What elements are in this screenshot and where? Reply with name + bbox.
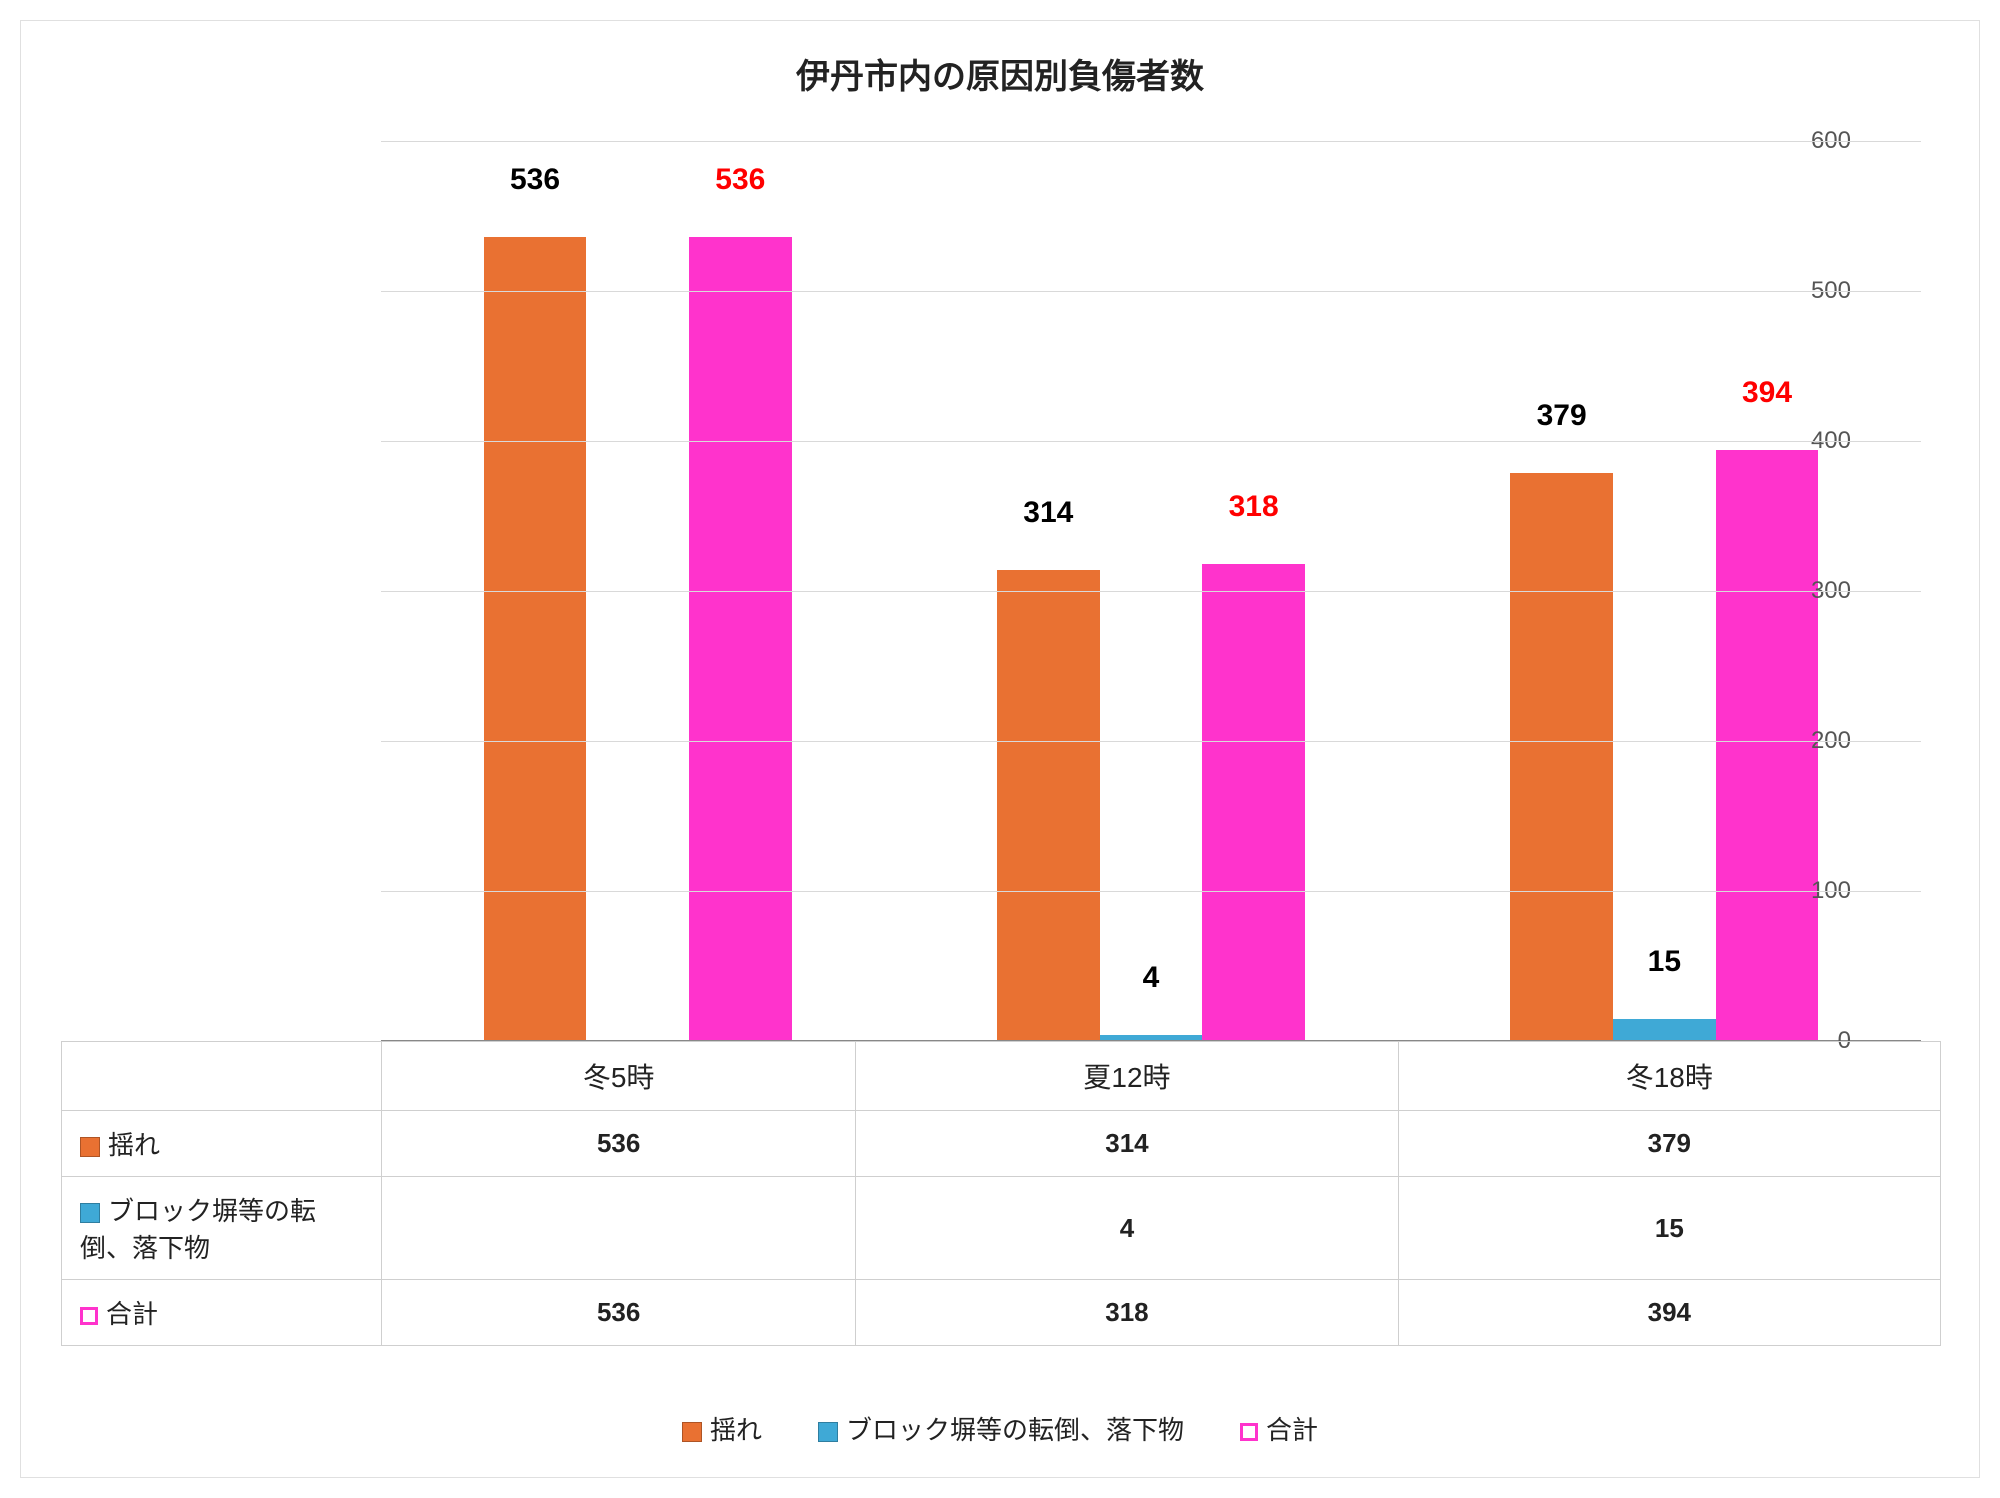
table-cell: 15 [1398, 1177, 1940, 1280]
table-row: 合計 536318394 [62, 1280, 1941, 1346]
gridline [381, 441, 1921, 442]
bar-value-label: 4 [1143, 961, 1160, 995]
table-cell: 536 [382, 1280, 856, 1346]
cat-header: 冬18時 [1398, 1042, 1940, 1111]
table-row: 揺れ 536314379 [62, 1111, 1941, 1177]
bar-value-label: 379 [1537, 399, 1587, 433]
table-cell: 4 [856, 1177, 1398, 1280]
table-corner-cell [62, 1042, 382, 1111]
data-table: 冬5時 夏12時 冬18時 揺れ536314379ブロック塀等の転倒、落下物41… [61, 1041, 1941, 1346]
table-cell: 536 [382, 1111, 856, 1177]
table-header-row: 冬5時 夏12時 冬18時 [62, 1042, 1941, 1111]
legend-item: ブロック塀等の転倒、落下物 [818, 1410, 1184, 1447]
legend: 揺れ ブロック塀等の転倒、落下物 合計 [21, 1410, 1979, 1447]
bar [484, 237, 587, 1041]
legend-label: ブロック塀等の転倒、落下物 [846, 1415, 1184, 1445]
bar-value-label: 15 [1648, 945, 1681, 979]
legend-item: 揺れ [682, 1410, 762, 1447]
gridline [381, 741, 1921, 742]
table-cell [382, 1177, 856, 1280]
bar [1716, 450, 1819, 1041]
plot-area: 536536314431837915394 010020030040050060… [381, 141, 1921, 1041]
series-row-header: ブロック塀等の転倒、落下物 [62, 1177, 382, 1280]
bar [1202, 564, 1305, 1041]
bar [997, 570, 1100, 1041]
cat-header: 夏12時 [856, 1042, 1398, 1111]
series-name: ブロック塀等の転倒、落下物 [80, 1196, 316, 1263]
legend-label: 合計 [1266, 1415, 1318, 1445]
gridline [381, 891, 1921, 892]
series-swatch [80, 1307, 98, 1325]
table-row: ブロック塀等の転倒、落下物 415 [62, 1177, 1941, 1280]
bar-value-label: 318 [1229, 490, 1279, 524]
gridline [381, 141, 1921, 142]
cat-header: 冬5時 [382, 1042, 856, 1111]
series-row-header: 合計 [62, 1280, 382, 1346]
bar-value-label: 536 [510, 163, 560, 197]
bar [1510, 473, 1613, 1042]
table-cell: 379 [1398, 1111, 1940, 1177]
chart-container: 伊丹市内の原因別負傷者数 536536314431837915394 01002… [20, 20, 1980, 1478]
bar-value-label: 394 [1742, 376, 1792, 410]
legend-label: 揺れ [710, 1415, 762, 1445]
legend-swatch [1240, 1423, 1258, 1441]
series-row-header: 揺れ [62, 1111, 382, 1177]
table-cell: 314 [856, 1111, 1398, 1177]
bar-value-label: 536 [715, 163, 765, 197]
table-cell: 318 [856, 1280, 1398, 1346]
series-swatch [80, 1203, 100, 1223]
series-name: 揺れ [108, 1130, 160, 1160]
legend-item: 合計 [1240, 1410, 1318, 1447]
bar [1613, 1019, 1716, 1042]
bar-value-label: 314 [1023, 496, 1073, 530]
bar [689, 237, 792, 1041]
table-cell: 394 [1398, 1280, 1940, 1346]
legend-swatch [682, 1422, 702, 1442]
chart-title: 伊丹市内の原因別負傷者数 [21, 21, 1979, 98]
series-name: 合計 [106, 1299, 158, 1329]
legend-swatch [818, 1422, 838, 1442]
gridline [381, 291, 1921, 292]
series-swatch [80, 1137, 100, 1157]
gridline [381, 591, 1921, 592]
